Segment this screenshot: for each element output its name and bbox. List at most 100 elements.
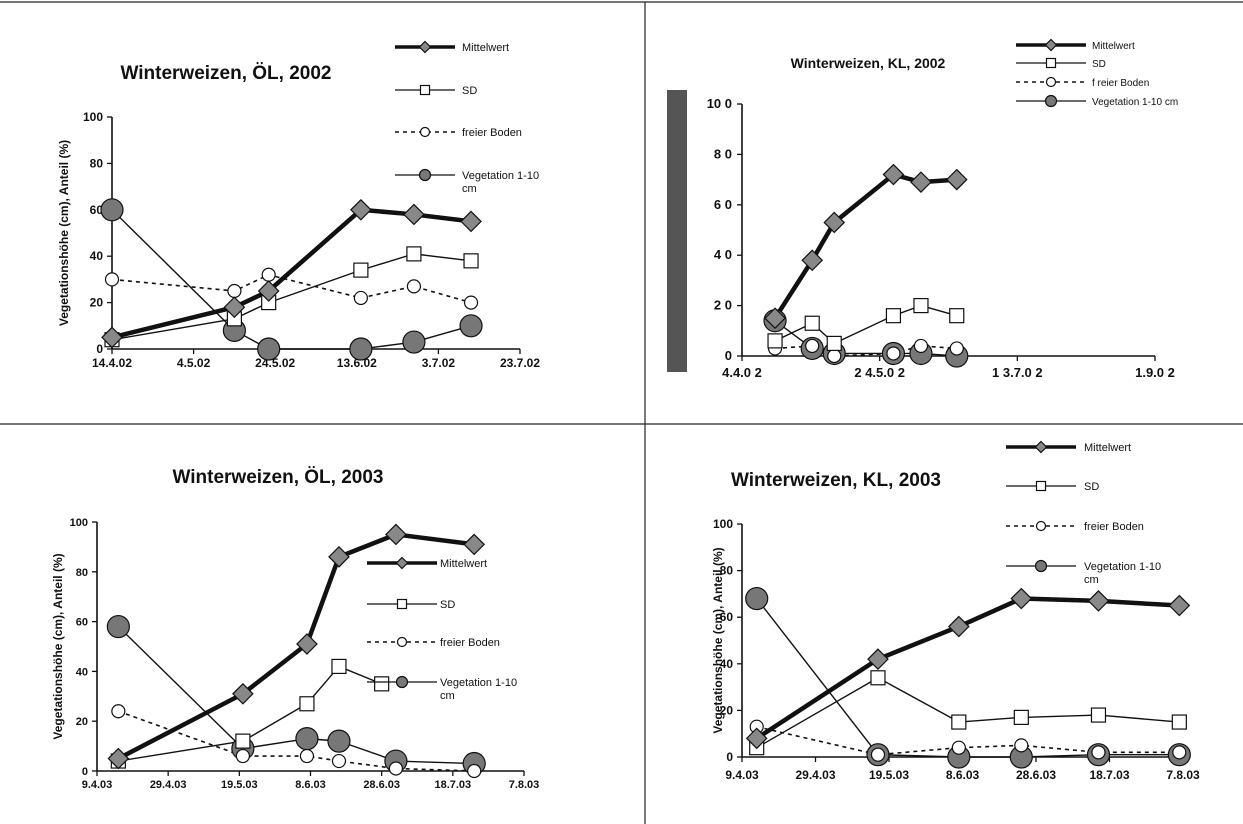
data-point-soil: [104, 272, 120, 287]
x-tick-label: 19.5.03: [869, 768, 909, 782]
data-point-soil: [235, 748, 250, 764]
y-tick-label: 80: [90, 156, 104, 170]
x-tick-label: 2 4.5.0 2: [854, 365, 905, 380]
y-axis-label: Vegetationshöhe (cm), Anteil (%): [57, 140, 71, 326]
data-point-soil: [227, 283, 242, 299]
data-point-sd: [331, 658, 347, 675]
legend-label: SD: [1084, 481, 1099, 493]
legend-marker-soil: [1035, 520, 1047, 532]
x-tick-label: 7.8.03: [1166, 768, 1200, 782]
legend-marker-mean: [1034, 440, 1048, 454]
y-tick-label: 40: [90, 249, 104, 263]
legend-label: cm: [440, 690, 455, 702]
legend-marker-sd: [396, 598, 408, 610]
y-tick-label: 0: [96, 342, 103, 356]
data-point-sd: [949, 308, 965, 324]
x-tick-label: 8.6.03: [946, 768, 980, 782]
x-tick-label: 9.4.03: [82, 779, 113, 791]
data-point-soil: [406, 279, 422, 294]
data-point-sd: [299, 696, 315, 712]
legend-label: Mittelwert: [462, 42, 509, 54]
data-point-soil: [886, 346, 901, 361]
y-tick-label: 20: [720, 703, 734, 717]
legend-marker-mean: [1044, 38, 1058, 52]
y-tick-label: 60: [720, 610, 734, 624]
data-point-mean: [403, 203, 425, 226]
chart-title: Winterweizen, ÖL, 2002: [120, 63, 331, 84]
legend-label: SD: [462, 85, 477, 97]
data-point-sd: [406, 246, 422, 262]
side-bar-decoration: [667, 90, 687, 372]
legend-marker-soil: [419, 126, 431, 138]
y-tick-label: 40: [720, 657, 734, 671]
legend-label: SD: [440, 599, 455, 611]
y-tick-label: 10 0: [707, 96, 732, 111]
x-tick-label: 28.6.03: [363, 779, 400, 791]
y-tick-label: 0: [82, 766, 88, 778]
data-point-veg: [327, 729, 351, 753]
data-point-soil: [1014, 738, 1029, 753]
data-point-mean: [328, 546, 350, 568]
data-point-sd: [374, 676, 390, 692]
data-point-mean: [1087, 590, 1110, 612]
data-point-mean: [350, 198, 372, 221]
y-tick-label: 80: [720, 564, 734, 578]
data-point-soil: [331, 753, 347, 769]
y-tick-label: 20: [76, 716, 88, 728]
y-tick-label: 8 0: [714, 146, 732, 161]
legend-label: Vegetation 1-10: [462, 170, 539, 182]
chart-title: Winterweizen, ÖL, 2003: [172, 467, 383, 488]
series-line-sd: [756, 677, 1180, 749]
data-point-soil: [467, 763, 482, 779]
data-point-mean: [823, 211, 846, 234]
legend-marker-mean: [395, 556, 409, 570]
data-point-mean: [1010, 587, 1033, 610]
data-point-sd: [870, 670, 886, 686]
data-point-mean: [385, 523, 407, 546]
legend-label: freier Boden: [462, 127, 522, 139]
legend-marker-soil: [1045, 76, 1057, 88]
y-tick-label: 20: [90, 296, 104, 310]
data-point-mean: [945, 168, 968, 191]
legend-marker-mean: [418, 40, 432, 54]
legend-label: f reier Boden: [1092, 78, 1149, 89]
y-tick-label: 100: [713, 517, 733, 531]
legend-marker-sd: [1045, 57, 1057, 69]
series-line-veg: [756, 598, 1180, 758]
data-point-mean: [257, 280, 280, 302]
data-point-sd: [804, 315, 820, 331]
data-point-veg: [349, 337, 373, 361]
data-point-mean: [745, 727, 768, 750]
y-tick-label: 4 0: [714, 247, 732, 262]
data-point-veg: [745, 586, 769, 611]
x-tick-label: 18.7.03: [434, 779, 471, 791]
x-tick-label: 1 3.7.0 2: [992, 365, 1043, 380]
data-point-veg: [106, 614, 130, 639]
x-tick-label: 8.6.03: [295, 779, 326, 791]
y-tick-label: 80: [76, 567, 88, 579]
data-point-sd: [353, 262, 369, 278]
x-tick-label: 23.7.02: [500, 356, 540, 370]
series-line-sd: [111, 253, 472, 341]
legend-marker-sd: [1035, 480, 1047, 492]
data-point-sd: [913, 298, 929, 314]
data-point-soil: [870, 747, 886, 762]
data-point-soil: [1091, 745, 1106, 760]
x-tick-label: 13.6.02: [337, 356, 377, 370]
data-point-soil: [1172, 745, 1187, 760]
legend-marker-veg: [418, 168, 432, 182]
data-point-veg: [295, 727, 319, 751]
chart-oel-2003: Winterweizen, ÖL, 2003 Vegetationshöhe (c…: [51, 467, 539, 791]
legend-marker-veg: [395, 675, 409, 689]
data-point-sd: [1090, 707, 1107, 723]
data-point-soil: [805, 338, 820, 354]
chart-title: Winterweizen, KL, 2003: [731, 470, 941, 491]
x-tick-label: 14.4.02: [92, 356, 132, 370]
data-point-sd: [1171, 714, 1187, 730]
y-tick-label: 0: [725, 348, 732, 363]
y-tick-label: 6 0: [714, 197, 732, 212]
y-tick-label: 2 0: [714, 298, 732, 313]
data-point-soil: [388, 761, 403, 776]
data-point-soil: [827, 348, 842, 364]
